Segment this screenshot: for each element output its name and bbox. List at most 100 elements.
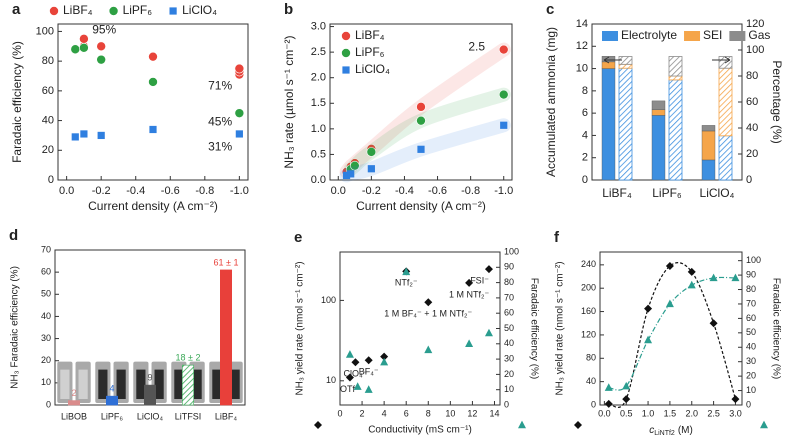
x-tick-label: 3.0: [729, 408, 742, 418]
bar-segment-percent: [618, 63, 633, 69]
y-tick-label: 4: [582, 129, 588, 141]
marker: [498, 44, 509, 55]
marker: [79, 34, 89, 44]
marker: [465, 278, 474, 287]
x-tick-label: 0.0: [331, 185, 346, 197]
marker: [424, 298, 433, 307]
y-tick-label: 60: [41, 267, 51, 277]
point-label: NTf₂⁻: [395, 278, 418, 288]
marker: [644, 304, 653, 313]
legend-swatch: [684, 31, 701, 41]
bar-segment-percent: [718, 135, 733, 181]
x-tick-label: 0.5: [620, 408, 633, 418]
marker: [96, 41, 106, 52]
marker: [70, 44, 81, 55]
x-tick-label: LiClO₄: [137, 411, 164, 421]
y2-tick-label: 60: [746, 313, 756, 323]
x-tick-label: -0.8: [461, 185, 480, 197]
y-tick-label: 70: [41, 244, 51, 254]
marker: [500, 121, 508, 129]
y2-tick-label: 40: [746, 342, 756, 352]
y-tick-label: 200: [581, 283, 596, 293]
y2-tick-label: 0: [746, 174, 752, 186]
panel: [329, 23, 513, 181]
y2-axis-label: Faradaic efficiency (%): [770, 278, 781, 380]
bar-segment: [651, 100, 666, 110]
marker: [709, 319, 718, 328]
x-tick-label: 12: [467, 408, 477, 418]
axis-arrow: [712, 56, 731, 64]
y2-axis-label: Faradaic efficiency (%): [528, 278, 539, 380]
x-tick-label: LiTFSI: [175, 411, 202, 421]
y-tick-label: 40: [586, 376, 596, 386]
vial-liquid: [78, 369, 88, 399]
x-tick-label: -0.6: [428, 185, 447, 197]
marker: [341, 31, 351, 41]
point-label: 1 M NTf₂⁻: [449, 289, 489, 299]
y-tick-label: 0: [46, 399, 51, 409]
marker: [80, 130, 88, 138]
x-tick-label: 0.0: [59, 185, 74, 197]
x-axis-label: Conductivity (mS cm⁻¹): [368, 425, 472, 436]
annotation: 45%: [208, 114, 232, 128]
marker: [169, 7, 177, 15]
y-tick-label: 2.0: [311, 72, 326, 84]
vial-liquid: [212, 369, 222, 399]
x-tick-label: -0.4: [126, 185, 145, 197]
panel: [599, 251, 743, 406]
y-tick-label: 120: [581, 329, 596, 339]
y2-tick-label: 70: [504, 292, 514, 302]
vial-liquid: [98, 369, 108, 399]
y2-tick-label: 20: [504, 369, 514, 379]
marker: [79, 42, 89, 53]
y-tick-label: 30: [41, 333, 51, 343]
marker: [234, 108, 245, 118]
y2-tick-label: 20: [746, 148, 758, 160]
y2-tick-label: 0: [504, 399, 509, 409]
bar-segment: [701, 130, 716, 161]
y-tick-label: 60: [42, 85, 54, 97]
marker: [96, 54, 106, 65]
marker: [417, 145, 425, 153]
annotation: 95%: [92, 22, 116, 36]
x-tick-label: 2.5: [707, 408, 720, 418]
marker: [416, 102, 426, 112]
marker: [71, 133, 79, 141]
marker: [665, 262, 674, 271]
y2-tick-label: 90: [746, 269, 756, 279]
x-tick-label: LiPF₆: [101, 411, 124, 421]
marker: [108, 6, 119, 16]
y2-tick-label: 0: [746, 399, 751, 409]
annotation: 71%: [208, 79, 232, 93]
value-label: 61 ± 1: [214, 257, 239, 267]
marker: [622, 381, 631, 390]
y2-tick-label: 10: [504, 384, 514, 394]
x-tick-label: LiClO₄: [700, 186, 735, 200]
y-tick-label: 0.5: [311, 148, 326, 160]
legend-label: SEI: [703, 28, 722, 42]
x-tick-label: -0.6: [161, 185, 180, 197]
value-label: 4: [109, 384, 114, 394]
x-axis-label: Current density (A cm⁻²): [356, 199, 486, 213]
y-tick-label: 80: [42, 55, 54, 67]
bar: [182, 364, 195, 406]
x-tick-label: -0.2: [362, 185, 381, 197]
y-tick-label: 40: [41, 311, 51, 321]
x-axis-label: Current density (A cm⁻²): [88, 199, 218, 213]
y2-tick-label: 70: [746, 298, 756, 308]
y-tick-label: 14: [576, 18, 588, 30]
vial-liquid: [154, 369, 164, 399]
y2-tick-label: 50: [504, 323, 514, 333]
vial-liquid: [192, 369, 202, 399]
marker: [364, 356, 373, 365]
y-tick-label: 10: [576, 62, 588, 74]
y-axis-label: Accumulated ammonia (mg): [544, 27, 558, 177]
y2-axis-label: Percentage (%): [770, 60, 784, 143]
marker: [760, 420, 768, 429]
legend-label: LiClO₄: [182, 3, 217, 17]
x-tick-label: 6: [404, 408, 409, 418]
value-label: 9: [147, 372, 152, 382]
legend-label: LiClO₄: [355, 62, 390, 76]
y2-tick-label: 80: [746, 70, 758, 82]
marker: [424, 345, 433, 354]
